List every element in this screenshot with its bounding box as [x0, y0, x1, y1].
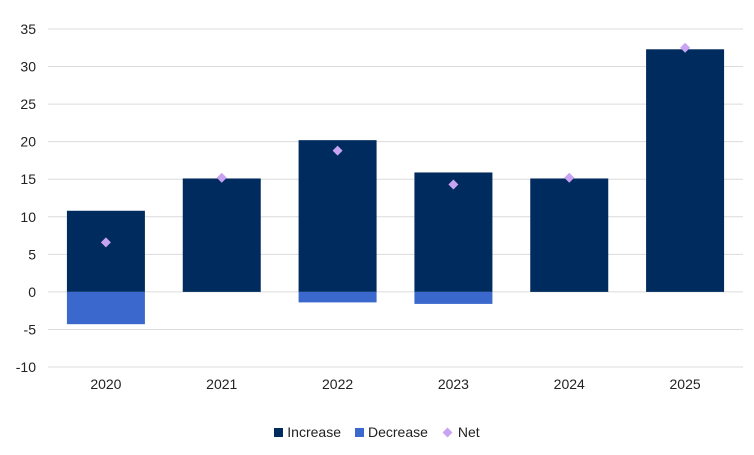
legend-swatch-increase	[274, 427, 284, 437]
bar-increase-2022	[298, 140, 377, 292]
net-point-2023	[448, 179, 459, 190]
legend-swatch-decrease	[354, 427, 364, 437]
legend-label-net: Net	[457, 424, 480, 440]
legend-item-net: Net	[442, 424, 480, 440]
y-tick-label: -5	[24, 321, 37, 337]
net-markers	[100, 42, 691, 248]
bar-increase-2025	[646, 49, 725, 292]
legend-item-increase: Increase	[274, 424, 341, 440]
net-point-2025	[680, 42, 691, 53]
bar-increase-2023	[414, 172, 493, 292]
net-point-2021	[216, 172, 227, 183]
legend-item-decrease: Decrease	[354, 424, 428, 440]
legend-label-increase: Increase	[287, 424, 341, 440]
y-tick-label: 0	[28, 284, 36, 300]
legend-marker-net	[442, 427, 453, 437]
y-tick-label: -10	[16, 359, 36, 375]
x-tick-label: 2022	[322, 376, 353, 392]
y-tick-label: 5	[28, 246, 36, 262]
x-axis-ticks: 2020 2021 2022 2023 2024 2025	[90, 376, 701, 392]
x-tick-label: 2023	[438, 376, 469, 392]
bar-decrease-2023	[414, 291, 493, 304]
bar-increase-2024	[530, 178, 609, 292]
legend: Increase Decrease Net	[0, 424, 754, 440]
bars	[66, 49, 725, 325]
bar-increase-2021	[182, 178, 261, 292]
x-tick-label: 2021	[206, 376, 237, 392]
x-tick-label: 2024	[554, 376, 585, 392]
y-tick-label: 10	[20, 209, 36, 225]
bar-increase-2020	[66, 210, 145, 292]
net-point-2022	[332, 145, 343, 156]
y-tick-label: 15	[20, 171, 36, 187]
bar-decrease-2022	[298, 291, 377, 303]
y-tick-label: 35	[20, 21, 36, 37]
y-axis-ticks: -10 -5 0 5 10 15 20 25 30 35	[16, 21, 36, 375]
gridlines	[48, 28, 743, 368]
legend-label-decrease: Decrease	[367, 424, 428, 440]
net-point-2024	[564, 172, 575, 183]
x-tick-label: 2020	[90, 376, 121, 392]
bar-decrease-2020	[66, 291, 145, 325]
y-tick-label: 20	[20, 134, 36, 150]
y-tick-label: 30	[20, 59, 36, 75]
x-tick-label: 2025	[670, 376, 701, 392]
net-point-2020	[100, 237, 111, 248]
y-tick-label: 25	[20, 96, 36, 112]
